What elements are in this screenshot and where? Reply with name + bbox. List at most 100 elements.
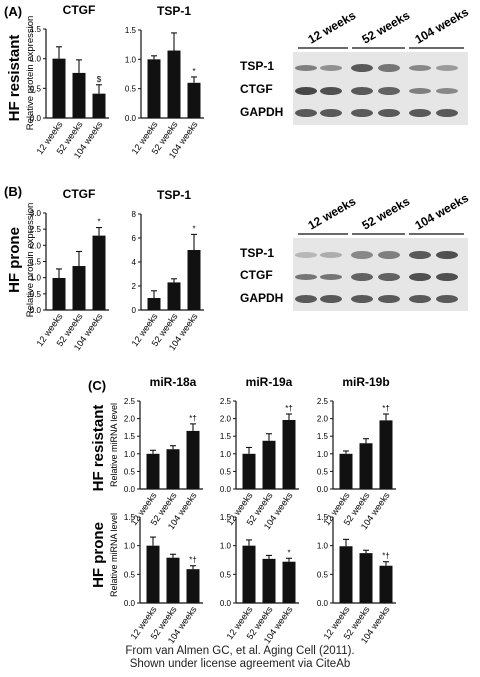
y-tick-label: 1.0 xyxy=(125,55,137,64)
y-tick-label: 0.0 xyxy=(220,485,232,494)
blot-band xyxy=(378,87,400,95)
significance-mark: * xyxy=(97,218,100,227)
y-tick-label: 0.5 xyxy=(30,84,42,93)
chart-title: TSP-1 xyxy=(157,4,191,18)
blot-band xyxy=(295,109,317,117)
credit-line: Shown under license agreement via CiteAb xyxy=(129,658,351,670)
y-tick-label: 3.0 xyxy=(30,209,42,218)
blot-band xyxy=(320,252,342,258)
blot-band xyxy=(409,251,431,259)
blot-band xyxy=(409,88,431,94)
y-tick-label: 1.0 xyxy=(30,55,42,64)
blot-band xyxy=(351,251,373,259)
bar xyxy=(262,558,276,603)
y-tick-label: 1.5 xyxy=(317,432,329,441)
y-tick-label: 1.5 xyxy=(125,26,137,35)
y-tick-label: 1.5 xyxy=(317,513,329,522)
blot-b-group-label: 104 weeks xyxy=(413,191,472,233)
blot-a-band-label: CTGF xyxy=(240,82,273,96)
y-tick-label: 0.0 xyxy=(30,306,42,315)
blot-band xyxy=(378,273,400,281)
y-tick-label: 1.5 xyxy=(220,432,232,441)
western-blot-b: TSP-1 CTGF GAPDH 12 weeks 52 weeks 104 w… xyxy=(240,191,471,311)
bar xyxy=(379,420,393,489)
bar xyxy=(186,430,200,489)
y-tick-label: 2.5 xyxy=(317,397,329,406)
blot-a-group-label: 104 weeks xyxy=(413,5,472,47)
blot-band xyxy=(320,109,342,117)
y-tick-label: 0.5 xyxy=(30,290,42,299)
y-tick-label: 0.0 xyxy=(124,599,136,608)
blot-b-band-label: GAPDH xyxy=(240,291,283,305)
y-tick-label: 1.0 xyxy=(317,450,329,459)
blot-b-group-label: 12 weeks xyxy=(306,194,359,233)
y-tick-label: 1.0 xyxy=(124,450,136,459)
blot-a-band-label: GAPDH xyxy=(240,105,283,119)
blot-b-group-label: 52 weeks xyxy=(360,194,413,233)
significance-mark: *† xyxy=(285,404,293,413)
western-blot-a: TSP-1 CTGF GAPDH 12 weeks 52 weeks 104 w… xyxy=(240,5,471,125)
y-tick-label: 0.5 xyxy=(220,570,232,579)
y-tick-label: 0.5 xyxy=(317,570,329,579)
panel-a-row-title: HF resistant xyxy=(6,35,23,122)
y-tick-label: 2.0 xyxy=(317,415,329,424)
y-tick-label: 0.0 xyxy=(124,485,136,494)
panel-c-ylabel-prone: Relative miRNA level xyxy=(109,513,119,597)
blot-a-group-label: 52 weeks xyxy=(360,8,413,47)
blot-band xyxy=(409,295,431,303)
y-tick-label: 1.0 xyxy=(220,542,232,551)
blot-band xyxy=(436,88,458,94)
bar xyxy=(52,277,66,310)
bar xyxy=(72,266,86,310)
significance-mark: * xyxy=(287,548,290,557)
y-tick-label: 0.0 xyxy=(317,599,329,608)
y-tick-label: 1.0 xyxy=(220,450,232,459)
bar xyxy=(359,443,373,489)
y-tick-label: 0.5 xyxy=(125,85,137,94)
significance-mark: *† xyxy=(382,404,390,413)
chart-title: miR-19a xyxy=(246,375,293,389)
bar xyxy=(92,235,106,310)
blot-band xyxy=(295,65,317,71)
significance-mark: *† xyxy=(189,556,197,565)
panel-b-row-title: HF prone xyxy=(6,227,23,293)
bar xyxy=(52,58,66,118)
y-tick-label: 0.0 xyxy=(317,485,329,494)
y-tick-label: 6 xyxy=(132,234,137,243)
y-tick-label: 2.0 xyxy=(220,415,232,424)
panel-c-row-title-prone: HF prone xyxy=(90,522,107,588)
blot-band xyxy=(295,252,317,258)
credit-line: From van Almen GC, et al. Aging Cell (20… xyxy=(125,645,355,657)
panel-b-label: (B) xyxy=(4,184,22,199)
blot-band xyxy=(378,295,400,303)
blot-b-band-label: TSP-1 xyxy=(240,246,274,260)
blot-band xyxy=(436,65,458,71)
bar xyxy=(166,449,180,489)
bar xyxy=(146,545,160,603)
y-tick-label: 0.0 xyxy=(220,599,232,608)
panel-a-label: (A) xyxy=(4,4,22,19)
bar xyxy=(166,557,180,603)
chart-title: miR-19b xyxy=(342,375,389,389)
blot-band xyxy=(436,251,458,259)
y-tick-label: 2.0 xyxy=(30,241,42,250)
y-tick-label: 0.5 xyxy=(317,467,329,476)
bar xyxy=(167,282,181,310)
bar xyxy=(282,561,296,603)
blot-band xyxy=(295,87,317,95)
chart-title: CTGF xyxy=(63,187,96,201)
blot-band xyxy=(409,109,431,117)
y-tick-label: 0.5 xyxy=(124,467,136,476)
bar xyxy=(359,553,373,603)
blot-band xyxy=(351,87,373,95)
blot-band xyxy=(436,109,458,117)
y-tick-label: 8 xyxy=(132,210,137,219)
blot-band xyxy=(320,65,342,71)
